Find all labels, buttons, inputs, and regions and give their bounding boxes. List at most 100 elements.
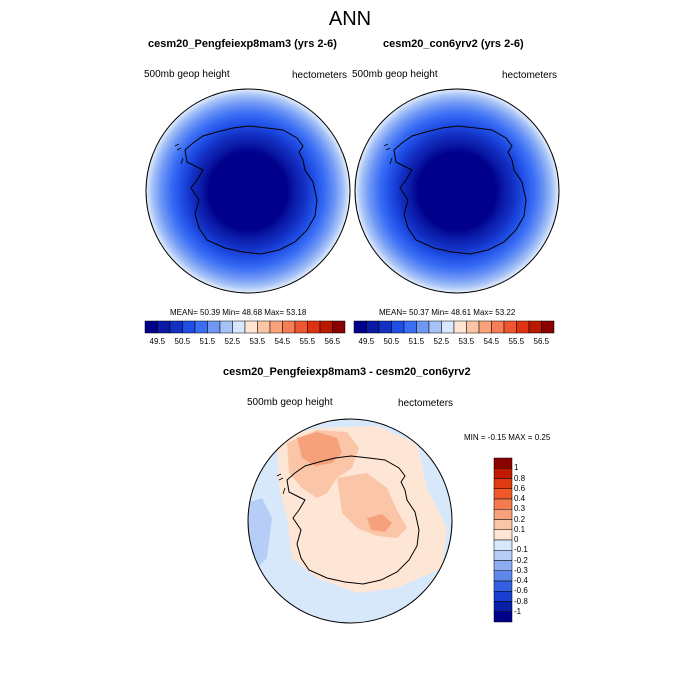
panel2-colorbar-swatch (516, 320, 530, 334)
panel2-colorbar-tick-label: 56.5 (533, 337, 550, 346)
panel1-colorbar-tick-label: 54.5 (274, 337, 291, 346)
panel2-variable-label: 500mb geop height (352, 69, 438, 80)
figure-title: ANN (328, 8, 372, 30)
diff-colorbar-swatch (493, 509, 513, 520)
panel1-colorbar-swatch (182, 320, 196, 334)
diff-colorbar-swatch (493, 550, 513, 561)
panel1-colorbar-swatch (244, 320, 258, 334)
diff-colorbar-labels: 1 0.8 0.6 0.4 0.3 0.2 0.1 0 -0.1 -0.2 -0.3 -0.4 -0.6… (514, 458, 554, 622)
panel2-colorbar-swatch (391, 320, 405, 334)
panel2-colorbar-tick-label: 55.5 (508, 337, 525, 346)
diff-colorbar-swatch (493, 570, 513, 582)
panel2-field (355, 89, 559, 293)
diff-colorbar-tick-label: 0 (514, 535, 519, 544)
panel2-colorbar-swatch (353, 320, 367, 334)
panel1-stats: MEAN= 50.39 Min= 48.68 Max= 53.18 (170, 308, 307, 317)
panel2-antarctica-coastline (393, 125, 527, 255)
panel2-colorbar-tick-label: 50.5 (383, 337, 400, 346)
diff-colorbar-swatch (493, 611, 513, 623)
diff-colorbar-swatch (493, 519, 513, 530)
panel1-colorbar-swatch (257, 320, 271, 334)
panel1-colorbar-tick-label: 55.5 (299, 337, 316, 346)
panel1-units-label: hectometers (292, 70, 348, 81)
panel2-colorbar-swatch (441, 320, 455, 334)
diff-colorbar-tick-label: 0.6 (514, 483, 526, 493)
diff-colorbar-tick-label: 0.8 (514, 473, 526, 483)
panel1-colorbar-tick-label: 56.5 (324, 337, 341, 346)
panel2-colorbar-tick-label: 53.5 (458, 337, 475, 346)
panel2-stats: MEAN= 50.37 Min= 48.61 Max= 53.22 (379, 308, 516, 317)
panel1-colorbar-swatch (232, 320, 246, 334)
panel1-colorbar-swatch (169, 320, 183, 334)
diff-colorbar-swatch (493, 457, 513, 469)
panel2-colorbar-swatch (466, 320, 480, 334)
diff-colorbar-swatch (493, 539, 513, 551)
panel1-colorbar-swatch (307, 320, 321, 334)
diff-colorbar-swatch (493, 560, 513, 571)
panel1-colorbar-swatch (319, 320, 333, 334)
diff-colorbar-tick-label: 0.3 (514, 504, 526, 514)
panel2-colorbar-swatch (453, 320, 467, 334)
panel1-colorbar-swatch (144, 320, 158, 334)
panel1-colorbar-tick-label: 50.5 (174, 337, 191, 346)
diff-colorbar-tick-label: 0.2 (514, 514, 526, 524)
panel1-colorbar-swatch (269, 320, 283, 334)
diff-colorbar-swatch (493, 529, 513, 541)
panel2-colorbar-swatch (541, 320, 555, 334)
panel2-colorbar-swatch (528, 320, 542, 334)
panel2-colorbar-swatch (478, 320, 492, 334)
panel1-antarctica-coastline (184, 125, 318, 255)
diff-units-label: hectometers (398, 398, 454, 409)
panel1-colorbar-tick-label: 52.5 (224, 337, 241, 346)
diff-colorbar-swatch (493, 591, 513, 602)
diff-colorbar-tick-label: -0.3 (514, 565, 528, 575)
panel2-colorbar-swatch (366, 320, 380, 334)
diff-negative-region (248, 498, 272, 568)
diff-colorbar-tick-label: -0.4 (514, 576, 528, 585)
panel2-colorbar (353, 320, 555, 334)
panel2-colorbar-swatch (428, 320, 442, 334)
panel1-variable-label: 500mb geop height (144, 69, 230, 80)
panel2-colorbar-swatch (378, 320, 392, 334)
diff-colorbar-swatch (493, 498, 513, 510)
panel1-colorbar-swatch (207, 320, 221, 334)
diff-colorbar (493, 457, 513, 623)
diff-polar-map (247, 418, 453, 624)
diff-positive-region-5 (367, 514, 392, 532)
diff-colorbar-tick-label: -0.8 (514, 596, 528, 606)
panel1-colorbar-labels: 49.5 50.5 51.5 52.5 53.5 54.5 55.5 56.5 (145, 337, 345, 349)
diff-colorbar-tick-label: 1 (514, 463, 519, 473)
diff-colorbar-tick-label: -0.2 (514, 555, 528, 565)
diff-colorbar-swatch (493, 601, 513, 612)
diff-panel-title: cesm20_Pengfeiexp8mam3 - cesm20_con6yrv2 (223, 366, 471, 378)
panel2-polar-map (354, 88, 560, 294)
panel1-colorbar-swatch (157, 320, 171, 334)
diff-colorbar-tick-label: -1 (514, 606, 522, 616)
diff-colorbar-tick-label: -0.1 (514, 545, 528, 555)
panel1-colorbar (144, 320, 346, 334)
panel2-colorbar-swatch (503, 320, 517, 334)
diff-positive-region-4 (297, 432, 342, 466)
panel1-colorbar-swatch (332, 320, 346, 334)
panel2-units-label: hectometers (502, 70, 558, 81)
panel2-colorbar-swatch (491, 320, 505, 334)
panel2-colorbar-tick-label: 51.5 (408, 337, 425, 346)
panel1-colorbar-swatch (194, 320, 208, 334)
panel1-colorbar-tick-label: 49.5 (149, 337, 166, 346)
panel2-colorbar-tick-label: 49.5 (358, 337, 375, 346)
panel2-colorbar-swatch (416, 320, 430, 334)
panel2-title: cesm20_con6yrv2 (yrs 2-6) (383, 38, 524, 50)
diff-colorbar-tick-label: -0.6 (514, 586, 528, 596)
panel1-colorbar-swatch (294, 320, 308, 334)
panel1-colorbar-swatch (219, 320, 233, 334)
diff-antarctica-coastline (286, 455, 420, 585)
panel1-title: cesm20_Pengfeiexp8mam3 (yrs 2-6) (148, 38, 337, 50)
diff-colorbar-tick-label: 0.1 (514, 524, 526, 534)
diff-colorbar-swatch (493, 580, 513, 592)
panel1-colorbar-tick-label: 53.5 (249, 337, 266, 346)
panel2-colorbar-tick-label: 54.5 (483, 337, 500, 346)
panel2-colorbar-labels: 49.5 50.5 51.5 52.5 53.5 54.5 55.5 56.5 (354, 337, 554, 349)
diff-colorbar-tick-label: 0.4 (514, 494, 526, 503)
diff-colorbar-swatch (493, 478, 513, 489)
panel2-colorbar-tick-label: 52.5 (433, 337, 450, 346)
